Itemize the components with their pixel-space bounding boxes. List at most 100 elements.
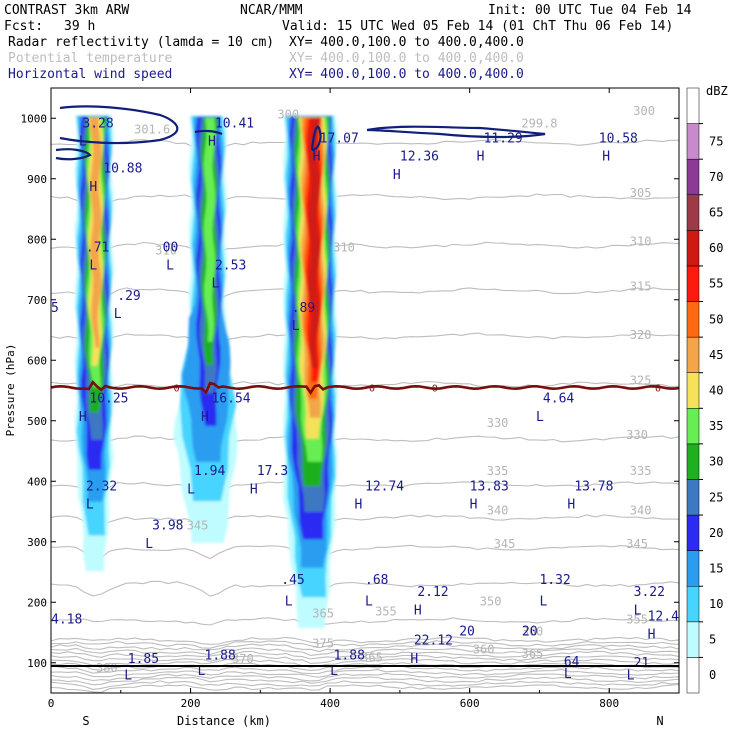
theta-contour-line (51, 647, 679, 656)
theta-contour-line (51, 241, 679, 260)
colorbar-swatch (686, 408, 700, 445)
colorbar-swatch (686, 230, 700, 267)
theta-label: 365 (361, 651, 383, 665)
field-reflectivity-name: Radar reflectivity (lamda = 10 cm) (8, 35, 274, 50)
theta-label: 340 (487, 504, 509, 518)
theta-contour-line (51, 640, 679, 649)
theta-label: 299.8 (521, 116, 557, 130)
theta-contour-line (51, 680, 679, 690)
wind-extremum-label: 17.07 (320, 131, 359, 146)
field-reflectivity-xy: XY= 400.0,100.0 to 400.0,400.0 (289, 35, 524, 50)
wind-extremum-label: 13.83 (470, 479, 509, 494)
theta-contour-line (51, 683, 679, 693)
theta-label: 365 (312, 606, 334, 620)
wind-extremum-label: 3.98 (152, 519, 183, 534)
colorbar-label: 0 (709, 668, 716, 682)
reflectivity-band (203, 117, 216, 342)
wind-extremum-label: L (536, 410, 544, 425)
freezing-level-path (51, 380, 679, 396)
storm-column (74, 115, 114, 572)
theta-label: 360 (522, 625, 544, 639)
wind-extremum-label: .68 (365, 573, 388, 588)
wind-extremum-label: 1.88 (205, 649, 236, 664)
wind-extremum-label: L (86, 497, 94, 512)
wind-extremum-label: L (166, 259, 174, 274)
field-wind-name: Horizontal wind speed (8, 67, 172, 82)
y-axis-title: Pressure (hPa) (4, 344, 17, 437)
theta-contour-line (51, 672, 679, 682)
wind-contour-line (59, 105, 179, 145)
wind-contour-line (194, 129, 223, 136)
theta-label: 335 (630, 464, 652, 478)
wind-extremum-label: L (124, 669, 132, 684)
init-time: Init: 00 UTC Tue 04 Feb 14 (488, 3, 692, 18)
theta-label: 310 (333, 240, 355, 254)
wind-extremum-label: L (330, 664, 338, 679)
y-tick-label: 300 (27, 536, 47, 549)
wind-extremum-label: L (198, 664, 206, 679)
theta-contour-line (51, 435, 679, 454)
theta-contour-line (51, 287, 679, 304)
colorbar-swatch (686, 479, 700, 516)
theta-label: 305 (630, 186, 652, 200)
wind-extremum-label: H (250, 482, 258, 497)
center-title: NCAR/MMM (240, 3, 303, 18)
x-tick-label: 400 (320, 697, 340, 710)
wind-extremum-label: L (365, 594, 373, 609)
wind-extremum-label: H (414, 603, 422, 618)
wind-extremum-label: 64 (564, 655, 580, 670)
wind-extremum-label: H (477, 150, 485, 165)
y-tick-label: 1000 (21, 112, 48, 125)
colorbar-label: 50 (709, 312, 723, 326)
theta-contour-line (51, 332, 679, 349)
wind-extremum-label: L (79, 134, 87, 149)
colorbar-label: 45 (709, 348, 723, 362)
x-tick-label: 0 (48, 697, 55, 710)
wind-extremum-label: 1.32 (539, 573, 570, 588)
fcst-value: 39 h (64, 19, 95, 34)
wind-extremum-label: L (145, 537, 153, 552)
wind-extremum-label: 16.54 (211, 392, 250, 407)
wind-extremum-label: H (208, 134, 216, 149)
theta-label: 310 (630, 234, 652, 248)
colorbar-swatch (686, 657, 700, 694)
theta-label: 300 (633, 104, 655, 118)
wind-extremum-label: .29 (117, 289, 140, 304)
wind-extremum-label: 4.18 (51, 612, 82, 627)
colorbar-label: 5 (709, 633, 716, 647)
theta-contour-line (51, 380, 679, 397)
theta-label: 300 (277, 107, 299, 121)
wind-extremum-label: 1.88 (334, 649, 365, 664)
colorbar-label: 40 (709, 384, 723, 398)
colorbar-label: 15 (709, 561, 723, 575)
wind-speed-contours (55, 105, 546, 161)
wind-extremum-label: L (114, 307, 122, 322)
colorbar-swatch (686, 158, 700, 196)
plot-frame (50, 87, 680, 694)
wind-extremum-label: L (292, 319, 300, 334)
colorbar-label: 25 (709, 490, 723, 504)
theta-label: 310 (155, 243, 177, 257)
wind-extremum-label: H (567, 497, 575, 512)
theta-label: 375 (312, 637, 334, 651)
wind-extremum-label: 12.4 (648, 609, 679, 624)
wind-extremum-label: 2.12 (417, 585, 448, 600)
wind-extremum-label: 13.78 (574, 479, 613, 494)
reflectivity-band (90, 117, 102, 348)
wind-extremum-label: 20 (522, 625, 538, 640)
colorbar-label: 10 (709, 597, 723, 611)
wind-extremum-label: L (634, 603, 642, 618)
theta-contour-line (51, 669, 679, 678)
colorbar-label: 60 (709, 241, 723, 255)
theta-contour-line (51, 617, 679, 626)
y-tick-label: 700 (27, 294, 47, 307)
wind-extremum-label: 3.22 (634, 585, 665, 600)
theta-label: 335 (487, 464, 509, 478)
wind-contour-line (55, 148, 92, 161)
reflectivity-band (308, 118, 320, 369)
field-theta-xy: XY= 400.0,100.0 to 400.0,400.0 (289, 51, 524, 66)
wind-extremum-label: L (285, 594, 293, 609)
theta-label: 301.6 (134, 122, 170, 136)
